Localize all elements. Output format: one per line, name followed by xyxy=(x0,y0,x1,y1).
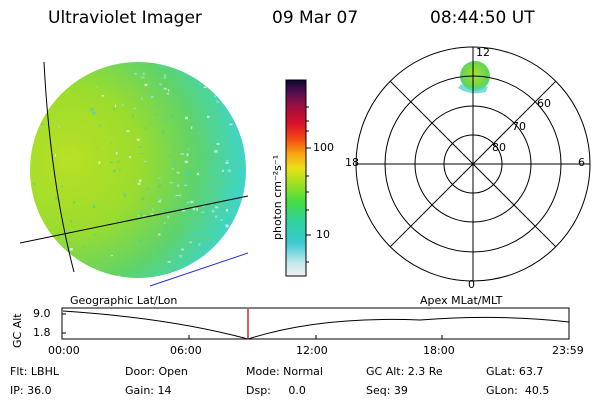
timeline-xtick-4: 23:59 xyxy=(552,344,584,357)
image-date: 09 Mar 07 xyxy=(272,8,359,28)
colorbar-unit-label: photon cm⁻²s⁻¹ xyxy=(271,154,284,240)
timeline-right-title: Apex MLat/MLT xyxy=(420,294,503,307)
colorbar-tick-10: 10 xyxy=(316,228,330,241)
status-gc-alt: GC Alt: 2.3 Re xyxy=(366,365,443,378)
polar-mlat-mlt-plot xyxy=(355,46,591,282)
mlat-label-80: 80 xyxy=(492,141,506,154)
timeline-xtick-1: 06:00 xyxy=(170,344,202,357)
status-mode: Mode: Normal xyxy=(246,365,323,378)
instrument-title: Ultraviolet Imager xyxy=(48,8,202,28)
status-seq: Seq: 39 xyxy=(366,384,408,397)
image-time: 08:44:50 UT xyxy=(430,8,535,28)
status-door: Door: Open xyxy=(125,365,188,378)
status-filter: Flt: LBHL xyxy=(10,365,59,378)
status-glat: GLat: 63.7 xyxy=(486,365,544,378)
status-gain: Gain: 14 xyxy=(125,384,172,397)
timeline-xtick-3: 18:00 xyxy=(423,344,455,357)
mlt-label-0: 0 xyxy=(468,278,475,291)
altitude-timeline xyxy=(61,307,570,340)
timeline-y-bottom: 1.8 xyxy=(33,326,51,339)
status-ip: IP: 36.0 xyxy=(10,384,52,397)
color-scale-bar xyxy=(285,79,311,277)
mlat-label-60: 60 xyxy=(537,97,551,110)
status-glon: GLon: 40.5 xyxy=(486,384,550,397)
mlt-label-18: 18 xyxy=(345,156,359,169)
colorbar-tick-100: 100 xyxy=(313,141,334,154)
timeline-y-top: 9.0 xyxy=(33,307,51,320)
timeline-left-title: Geographic Lat/Lon xyxy=(70,294,178,307)
timeline-axis-label: GC Alt xyxy=(11,313,24,348)
mlt-label-6: 6 xyxy=(578,156,585,169)
status-dsp: Dsp: 0.0 xyxy=(246,384,306,397)
timeline-xtick-2: 12:00 xyxy=(296,344,328,357)
mlt-label-12: 12 xyxy=(476,46,490,59)
timeline-xtick-0: 00:00 xyxy=(48,344,80,357)
uv-earth-image xyxy=(19,61,249,287)
mlat-label-70: 70 xyxy=(512,120,526,133)
